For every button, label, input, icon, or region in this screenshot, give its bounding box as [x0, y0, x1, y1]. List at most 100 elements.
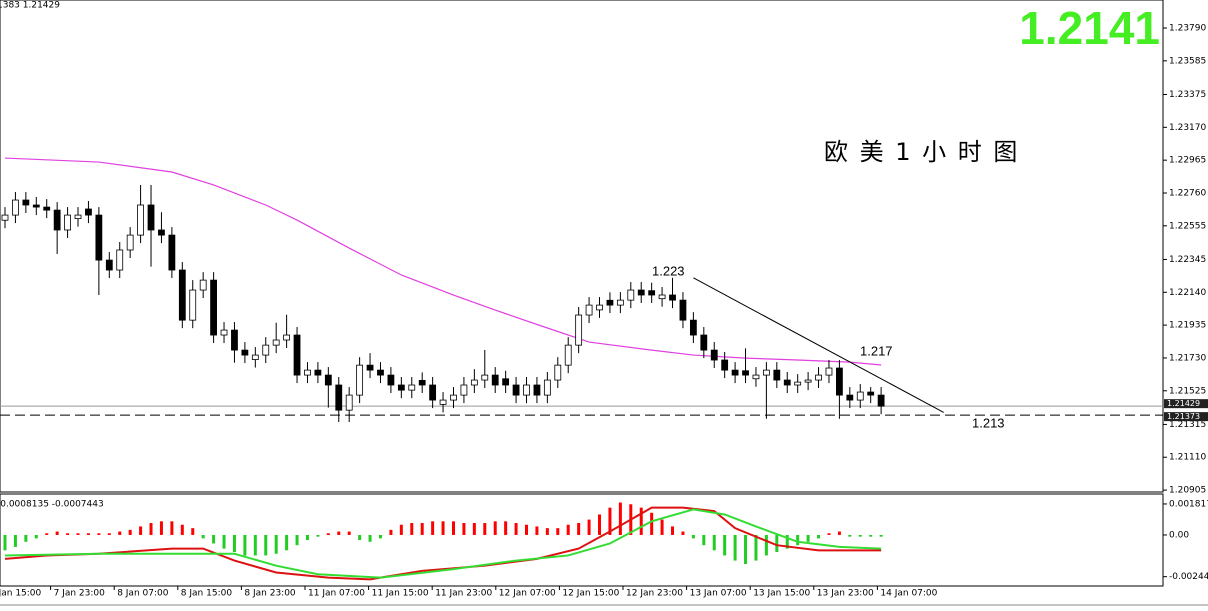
- y-tick-label: 1.21110: [1169, 453, 1206, 463]
- y-tick-label: 1.20905: [1169, 486, 1206, 496]
- x-tick-label: 11 Jan 23:00: [435, 589, 492, 599]
- y-tick-label: 1.21730: [1169, 353, 1206, 363]
- candle-body: [231, 329, 238, 351]
- candle-body: [679, 299, 687, 321]
- annotation: 1.223: [652, 263, 685, 278]
- candle-body: [210, 279, 218, 336]
- candle-body: [481, 374, 489, 381]
- candle-body: [356, 364, 364, 396]
- candle-body: [137, 204, 144, 236]
- price-box: [1164, 412, 1208, 422]
- price-panel: [0, 0, 1164, 493]
- candle-body: [199, 279, 207, 291]
- candle-body: [43, 206, 51, 211]
- candle-body: [502, 378, 510, 386]
- candle-body: [324, 374, 332, 386]
- y-tick-label: 1.22760: [1169, 188, 1206, 198]
- trend-line: [693, 277, 944, 413]
- candle-body: [731, 369, 739, 376]
- x-tick-label: 13 Jan 07:00: [690, 589, 747, 599]
- candle-body: [616, 299, 624, 306]
- y-tick-label: 1.22555: [1169, 221, 1206, 231]
- candle-body: [335, 384, 343, 411]
- candle-body: [575, 314, 583, 346]
- y-tick-label: 0.00: [1169, 530, 1189, 540]
- price-box-label: 1.21373: [1167, 412, 1200, 421]
- candle-body: [178, 269, 186, 321]
- macd-panel: [0, 493, 1164, 587]
- candle-body: [512, 384, 520, 396]
- x-tick-label: 14 Jan 07:00: [880, 589, 937, 599]
- candle-body: [95, 214, 103, 261]
- candle-body: [752, 374, 760, 380]
- candle-body: [836, 367, 843, 396]
- candle-body: [387, 374, 395, 386]
- y-tick-label: 1.23585: [1169, 56, 1206, 66]
- candle-body: [116, 249, 124, 271]
- macd-header: -0.0008135 -0.0007443: [0, 500, 104, 510]
- candle-body: [689, 319, 697, 336]
- x-tick-label: 12 Jan 15:00: [562, 589, 619, 599]
- y-tick-label: 1.22345: [1169, 255, 1206, 265]
- candle-body: [460, 384, 468, 396]
- candle-body: [564, 344, 572, 366]
- x-tick-label: 11 Jan 15:00: [372, 589, 429, 599]
- candle-body: [783, 379, 791, 386]
- candle-body: [12, 199, 19, 216]
- y-tick-label: 1.23170: [1169, 123, 1206, 133]
- candle-body: [846, 394, 854, 401]
- y-tick-label: 0.001817: [1169, 499, 1208, 509]
- candle-body: [637, 289, 645, 296]
- candle-body: [585, 304, 593, 316]
- candle-body: [804, 379, 812, 383]
- candle-body: [658, 294, 666, 300]
- candle-body: [825, 367, 833, 376]
- y-tick-label: 1.21315: [1169, 420, 1206, 430]
- candle-body: [74, 214, 82, 220]
- annotation: 1.213: [972, 415, 1005, 430]
- candle-body: [158, 229, 165, 236]
- current-price: 1.2141: [1019, 2, 1160, 54]
- y-tick-label: 1.23375: [1169, 90, 1206, 100]
- candle-body: [742, 370, 749, 376]
- candle-body: [491, 374, 499, 386]
- y-tick-label: 1.23790: [1169, 24, 1206, 34]
- candle-body: [418, 379, 426, 386]
- moving-average: [4, 157, 882, 366]
- candle-body: [345, 394, 353, 411]
- candle-body: [596, 304, 603, 311]
- x-tick-label: 8 Jan 07:00: [117, 589, 169, 599]
- candle-body: [669, 294, 676, 301]
- annotation: 1.217: [860, 343, 893, 358]
- price-box-label: 1.21429: [1167, 399, 1200, 408]
- candle-body: [397, 384, 405, 391]
- candle-body: [470, 379, 478, 386]
- candle-body: [32, 204, 40, 208]
- candle-body: [1, 214, 9, 221]
- y-tick-label: 1.21525: [1169, 386, 1206, 396]
- candle-body: [241, 349, 249, 356]
- y-tick-label: 1.22965: [1169, 156, 1206, 166]
- candle-body: [710, 349, 718, 361]
- candle-body: [554, 364, 562, 381]
- candle-body: [408, 384, 416, 391]
- x-tick-label: 12 Jan 23:00: [626, 589, 683, 599]
- candle-body: [762, 369, 770, 376]
- candle-body: [220, 329, 228, 336]
- x-tick-label: 13 Jan 15:00: [753, 589, 810, 599]
- candle-body: [126, 234, 134, 251]
- y-tick-label: 1.22140: [1169, 288, 1206, 298]
- x-tick-label: 13 Jan 23:00: [817, 589, 874, 599]
- x-tick-label: 11 Jan 07:00: [308, 589, 365, 599]
- candle-body: [168, 234, 176, 271]
- candle-body: [366, 364, 374, 371]
- candle-body: [627, 289, 635, 301]
- candle-body: [648, 290, 656, 296]
- chart-title: 欧 美 1 小 时 图: [824, 138, 1019, 166]
- candle-body: [439, 399, 447, 405]
- candle-body: [867, 391, 875, 396]
- price-box: [1164, 399, 1208, 409]
- candle-body: [543, 379, 551, 396]
- candle-body: [700, 334, 708, 351]
